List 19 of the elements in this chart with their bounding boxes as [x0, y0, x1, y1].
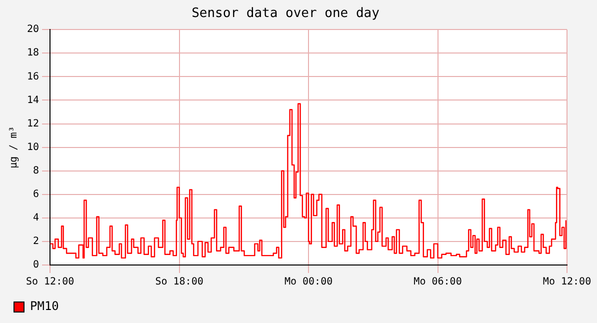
- y-tick-label: 8: [33, 165, 40, 176]
- y-tick-label: 6: [33, 188, 40, 200]
- x-tick-label: Mo 00:00: [284, 276, 333, 288]
- y-tick-label: 10: [26, 142, 40, 153]
- y-tick-label: 20: [26, 24, 40, 36]
- y-tick-label: 4: [33, 212, 40, 224]
- chart-title: Sensor data over one day: [192, 6, 380, 22]
- legend-label: PM10: [30, 299, 59, 314]
- y-tick-label: 2: [33, 236, 40, 248]
- x-tick-label: Mo 06:00: [414, 276, 462, 288]
- y-tick-label: 16: [26, 71, 40, 82]
- y-tick-label: 18: [26, 48, 40, 59]
- y-axis-title: µg / m³: [8, 126, 20, 168]
- y-tick-label: 0: [33, 260, 40, 271]
- y-tick-label: 14: [26, 94, 40, 106]
- x-tick-label: So 18:00: [155, 276, 204, 288]
- x-tick-label: So 12:00: [26, 276, 74, 288]
- x-tick-label: Mo 12:00: [542, 276, 592, 288]
- y-tick-label: 12: [26, 118, 40, 130]
